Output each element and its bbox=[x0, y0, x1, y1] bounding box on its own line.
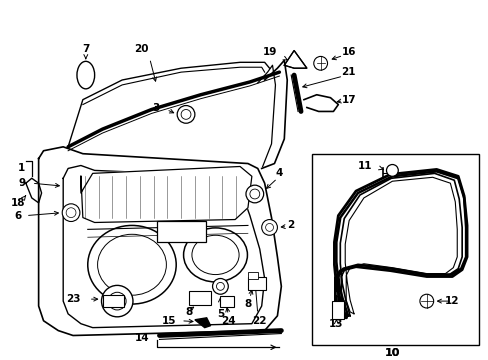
Bar bbox=[311, 154, 478, 345]
Bar bbox=[247, 276, 265, 290]
Bar bbox=[247, 272, 257, 279]
Text: 22: 22 bbox=[252, 316, 266, 326]
Text: 12: 12 bbox=[444, 296, 458, 306]
Circle shape bbox=[245, 185, 263, 203]
Circle shape bbox=[62, 204, 80, 221]
Text: 7: 7 bbox=[82, 44, 89, 54]
Text: 1: 1 bbox=[18, 163, 25, 174]
Bar bbox=[102, 295, 124, 307]
Text: 8: 8 bbox=[244, 299, 251, 309]
Circle shape bbox=[313, 57, 327, 70]
Text: 3: 3 bbox=[152, 103, 159, 113]
Text: 11: 11 bbox=[358, 162, 372, 171]
Text: 16: 16 bbox=[341, 48, 355, 58]
Text: 18: 18 bbox=[11, 198, 25, 208]
Text: 5: 5 bbox=[216, 309, 224, 319]
Text: 23: 23 bbox=[66, 294, 81, 304]
Circle shape bbox=[419, 294, 433, 308]
Bar bbox=[156, 221, 205, 242]
Text: 21: 21 bbox=[341, 67, 355, 77]
Text: 8: 8 bbox=[185, 307, 192, 317]
Text: 20: 20 bbox=[134, 44, 149, 54]
Bar bbox=[188, 291, 210, 305]
Text: 4: 4 bbox=[275, 168, 283, 178]
Text: 13: 13 bbox=[328, 319, 343, 329]
Circle shape bbox=[261, 220, 277, 235]
Text: 14: 14 bbox=[134, 333, 149, 343]
Bar bbox=[220, 296, 234, 307]
Circle shape bbox=[102, 285, 133, 317]
Circle shape bbox=[177, 105, 195, 123]
Polygon shape bbox=[81, 166, 251, 222]
Bar bbox=[332, 301, 344, 319]
Text: 9: 9 bbox=[19, 178, 25, 188]
Text: 10: 10 bbox=[384, 348, 399, 358]
Text: 24: 24 bbox=[221, 316, 235, 326]
Text: 2: 2 bbox=[286, 220, 293, 230]
Text: 15: 15 bbox=[162, 316, 176, 326]
Circle shape bbox=[212, 279, 228, 294]
Circle shape bbox=[386, 165, 397, 176]
Text: 19: 19 bbox=[263, 48, 277, 58]
Polygon shape bbox=[195, 318, 210, 328]
Text: 17: 17 bbox=[341, 95, 355, 105]
Text: 10: 10 bbox=[384, 348, 399, 358]
Text: 6: 6 bbox=[14, 211, 21, 221]
Ellipse shape bbox=[77, 61, 95, 89]
